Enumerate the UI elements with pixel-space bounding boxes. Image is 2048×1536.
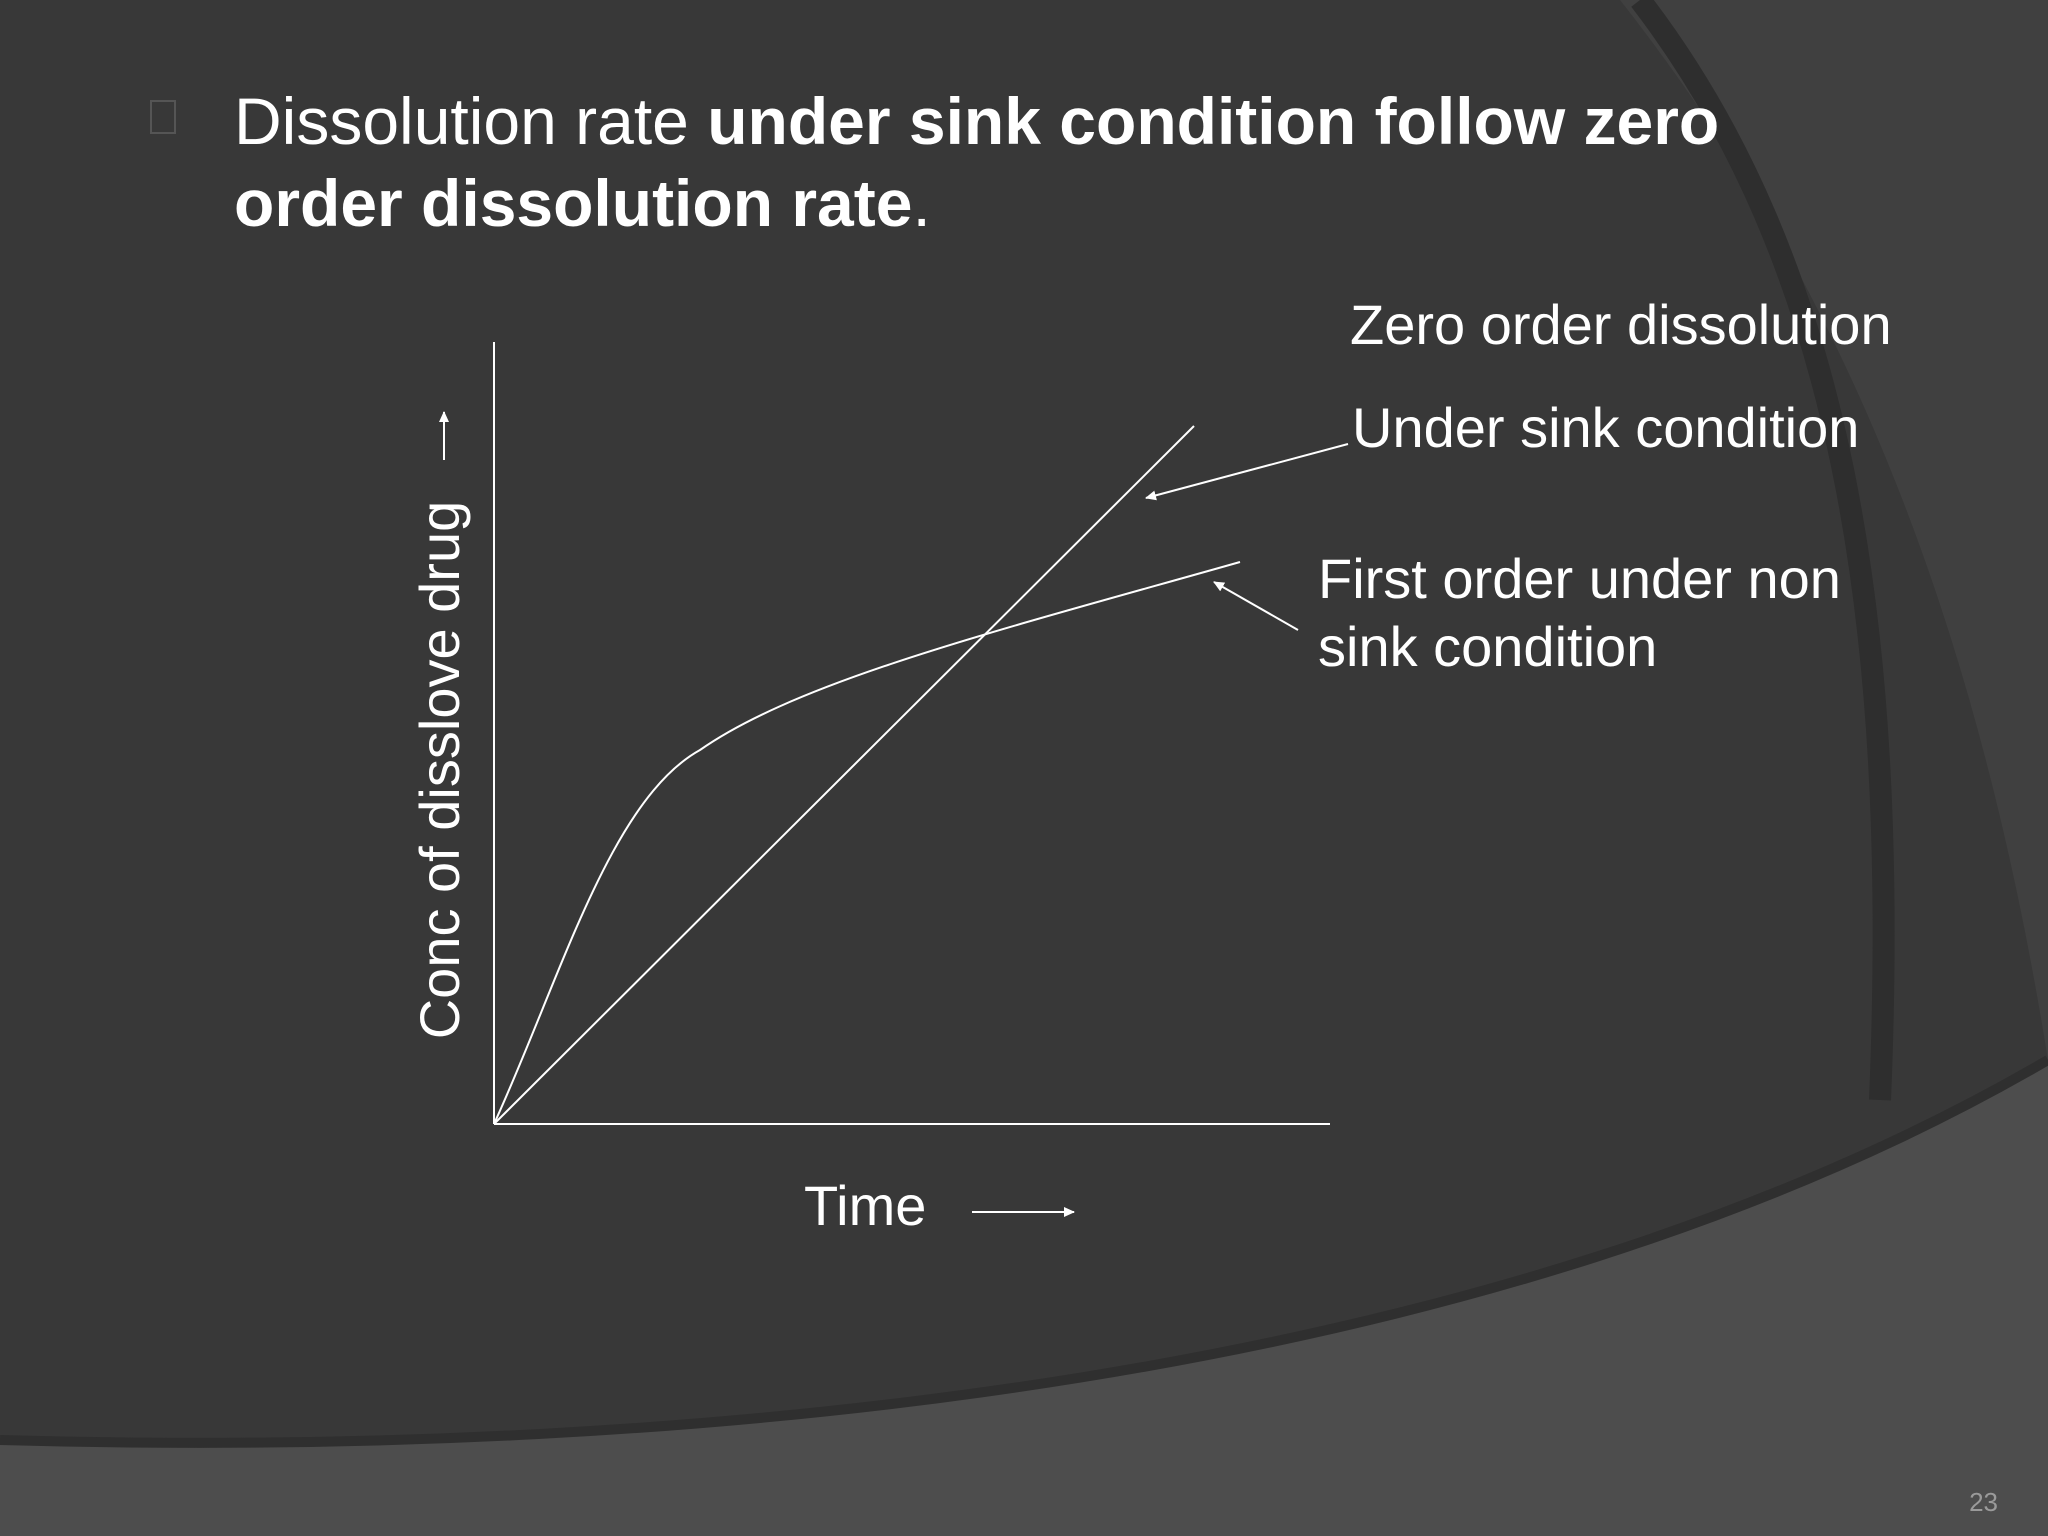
first-order-pointer-arrow (1213, 581, 1299, 631)
first-order-label-line2: sink condition (1318, 615, 1658, 678)
zero-order-dissolution-label: Zero order dissolution (1350, 293, 1892, 356)
under-sink-condition-label: Under sink condition (1352, 396, 1860, 459)
y-axis-label: Conc of disslove drug (408, 500, 471, 1040)
slide-heading: Dissolution rate under sink condition fo… (234, 80, 1814, 244)
first-order-curve (493, 561, 1241, 1125)
under-sink-pointer-arrow (1145, 443, 1349, 501)
first-order-label-line1: First order under non (1318, 547, 1841, 610)
heading-end-text: . (912, 166, 931, 240)
x-axis-label: Time (804, 1174, 927, 1237)
heading-bold-text: under sink condition follow zero order d… (234, 84, 1720, 240)
heading-normal-text: Dissolution rate (234, 84, 708, 158)
page-number: 23 (1969, 1487, 1998, 1517)
bullet-box-icon (150, 100, 176, 134)
zero-order-line (493, 425, 1195, 1125)
